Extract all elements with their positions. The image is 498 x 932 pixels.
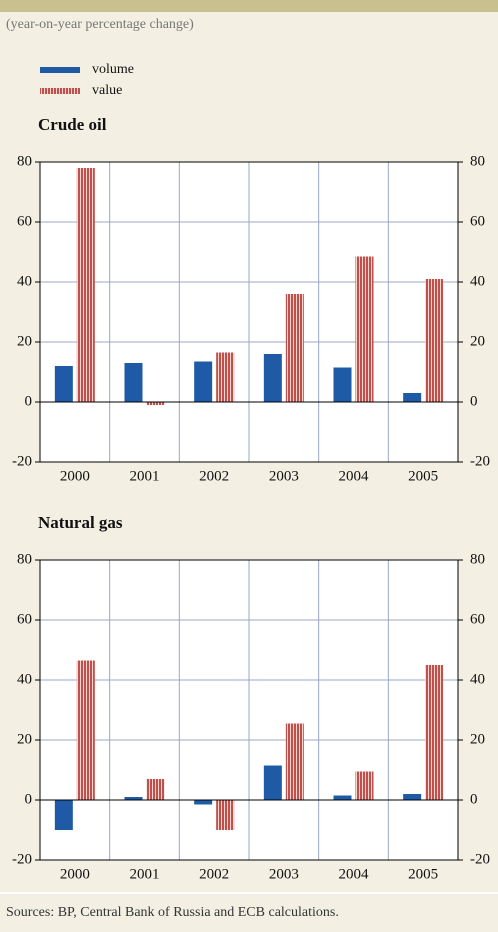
legend-label: volume: [92, 62, 134, 77]
bar: [216, 800, 235, 830]
bar: [285, 294, 304, 402]
y-tick-label: 0: [25, 791, 33, 807]
legend-swatch: [40, 67, 80, 73]
y-tick-label: 60: [17, 611, 32, 627]
plot-frame: [39, 161, 459, 463]
y-tick-label: 40: [17, 273, 32, 289]
bar: [76, 168, 95, 402]
x-tick-label: 2005: [408, 468, 438, 484]
bar: [54, 800, 73, 830]
y-tick-label: 20: [17, 333, 32, 349]
y-tick-label: 0: [25, 393, 33, 409]
legend-label: value: [92, 83, 122, 98]
y2-tick-label: 0: [470, 393, 478, 409]
y2-tick-label: 20: [470, 731, 485, 747]
chart-title: Natural gas: [38, 513, 123, 532]
source: Sources: BP, Central Bank of Russia and …: [6, 905, 339, 920]
y2-tick-label: 40: [470, 273, 485, 289]
bar: [146, 402, 165, 405]
x-tick-label: 2003: [269, 866, 299, 882]
x-tick-label: 2001: [130, 468, 160, 484]
x-tick-label: 2000: [60, 468, 90, 484]
bar: [355, 771, 374, 800]
bar: [403, 393, 422, 402]
bar: [216, 352, 235, 402]
y2-tick-label: 40: [470, 671, 485, 687]
y2-tick-label: 20: [470, 333, 485, 349]
x-tick-label: 2005: [408, 866, 438, 882]
subtitle: (year-on-year percentage change): [6, 17, 194, 32]
bar: [285, 723, 304, 800]
bar: [194, 800, 213, 805]
y2-tick-label: 0: [470, 791, 478, 807]
y2-tick-label: -20: [470, 851, 490, 867]
bar: [124, 797, 143, 800]
bar: [333, 795, 352, 800]
y2-tick-label: 80: [470, 551, 485, 567]
x-tick-label: 2002: [199, 468, 229, 484]
y2-tick-label: 60: [470, 611, 485, 627]
y2-tick-label: 80: [470, 153, 485, 169]
plot-frame: [39, 559, 459, 861]
chart-title: Crude oil: [38, 115, 107, 134]
bar: [194, 361, 213, 402]
y-tick-label: 60: [17, 213, 32, 229]
bar: [425, 665, 444, 800]
bar: [124, 363, 143, 402]
bar: [333, 367, 352, 402]
y-tick-label: 20: [17, 731, 32, 747]
y-tick-label: -20: [12, 851, 32, 867]
bar: [425, 279, 444, 402]
x-tick-label: 2000: [60, 866, 90, 882]
bar: [355, 256, 374, 402]
y-tick-label: 40: [17, 671, 32, 687]
x-tick-label: 2004: [339, 468, 370, 484]
y-tick-label: -20: [12, 453, 32, 469]
top-band: [0, 0, 498, 12]
y-tick-label: 80: [17, 551, 32, 567]
y2-tick-label: -20: [470, 453, 490, 469]
y-tick-label: 80: [17, 153, 32, 169]
bar: [403, 794, 422, 800]
x-tick-label: 2002: [199, 866, 229, 882]
bar: [146, 779, 165, 800]
y2-tick-label: 60: [470, 213, 485, 229]
x-tick-label: 2001: [130, 866, 160, 882]
bar: [76, 660, 95, 800]
x-tick-label: 2003: [269, 468, 299, 484]
bar: [263, 765, 282, 800]
bar: [54, 366, 73, 402]
bar: [263, 354, 282, 402]
x-tick-label: 2004: [339, 866, 370, 882]
legend-swatch: [40, 88, 80, 94]
